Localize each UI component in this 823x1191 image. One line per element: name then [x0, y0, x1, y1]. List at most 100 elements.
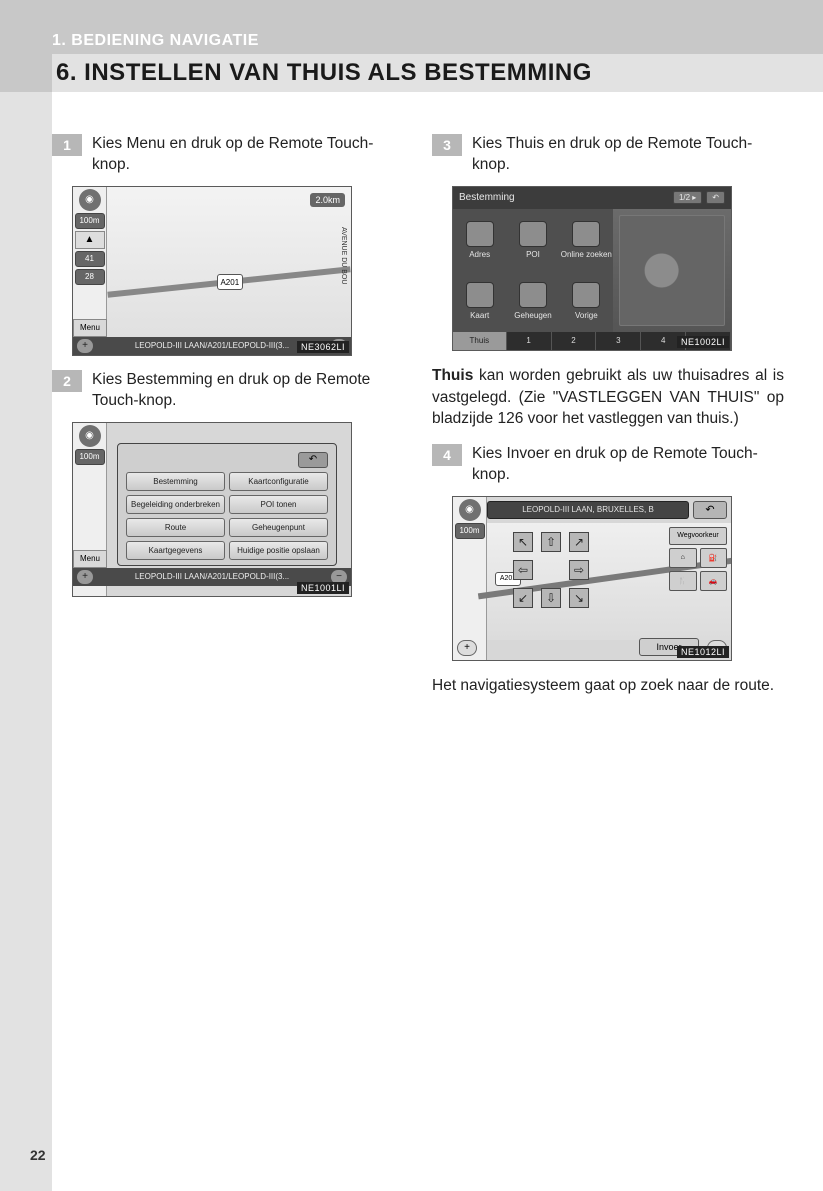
shot1-badge-41: 41	[75, 251, 105, 267]
shot1-distance: 2.0km	[310, 193, 345, 207]
shot1-scale: 100m	[75, 213, 105, 229]
step-4: 4 Kies Invoer en druk op de Remote Touch…	[432, 444, 784, 661]
step-2: 2 Kies Bestemming en druk op de Remote T…	[52, 370, 404, 597]
tile-vorige-label: Vorige	[575, 311, 598, 320]
shot4-right-options: Wegvoorkeur ⌂ ⛽ 🍴 🚗	[669, 527, 727, 591]
btn-kaartgegevens[interactable]: Kaartgegevens	[126, 541, 225, 560]
shot1-road-shield: A201	[217, 274, 243, 290]
shot4-pan-arrows: ↖ ⇧ ↗ ⇦ ⇨ ↙ ⇩ ↘	[513, 532, 589, 608]
tile-kaart-label: Kaart	[470, 311, 489, 320]
pan-sw-icon[interactable]: ↙	[513, 588, 533, 608]
shot3-title: Bestemming	[459, 192, 515, 203]
shot4-scale: 100m	[455, 523, 485, 539]
step-2-number: 2	[52, 370, 82, 392]
pan-w-icon[interactable]: ⇦	[513, 560, 533, 580]
address-icon	[466, 221, 494, 247]
screenshot-2: ◉ 100m Menu ↶ Bestemming Kaartconfigurat…	[72, 422, 352, 597]
step-1: 1 Kies Menu en druk op de Remote Touch-k…	[52, 134, 404, 356]
para1-bold: Thuis	[432, 367, 473, 384]
pan-e-icon[interactable]: ⇨	[569, 560, 589, 580]
tab-preset-1[interactable]: 1	[507, 332, 552, 350]
step-4-number: 4	[432, 444, 462, 466]
tile-poi[interactable]: POI	[506, 209, 559, 271]
right-column: 3 Kies Thuis en druk op de Remote Touch-…	[432, 120, 784, 696]
shot3-code: NE1002LI	[677, 336, 729, 348]
tab-preset-3[interactable]: 3	[596, 332, 641, 350]
shot4-code: NE1012LI	[677, 646, 729, 658]
tile-adres[interactable]: Adres	[453, 209, 506, 271]
online-icon	[572, 221, 600, 247]
zoom-in-icon[interactable]: +	[77, 339, 93, 353]
previous-icon	[572, 282, 600, 308]
step-4-text: Kies Invoer en druk op de Remote Touch-k…	[472, 444, 784, 486]
opt-icon-1[interactable]: ⌂	[669, 548, 697, 568]
back-icon[interactable]: ↶	[706, 191, 725, 204]
btn-bestemming[interactable]: Bestemming	[126, 472, 225, 491]
tab-thuis[interactable]: Thuis	[453, 332, 507, 350]
left-margin-stripe	[0, 92, 52, 1191]
poi-icon	[519, 221, 547, 247]
step-3-number: 3	[432, 134, 462, 156]
paragraph-route-search: Het navigatiesysteem gaat op zoek naar d…	[432, 675, 784, 697]
page-number: 22	[30, 1147, 46, 1163]
opt-icon-3[interactable]: 🍴	[669, 571, 697, 591]
pan-ne-icon[interactable]: ↗	[569, 532, 589, 552]
opt-icon-2[interactable]: ⛽	[700, 548, 728, 568]
step-2-text: Kies Bestemming en druk op de Remote Tou…	[92, 370, 404, 412]
opt-icon-4[interactable]: 🚗	[700, 571, 728, 591]
shot1-menu-button[interactable]: Menu	[73, 319, 107, 337]
step-3-text: Kies Thuis en druk op de Remote Touch-kn…	[472, 134, 784, 176]
btn-poi-tonen[interactable]: POI tonen	[229, 495, 328, 514]
shot3-titlebar: Bestemming 1/2 ▸ ↶	[453, 187, 731, 209]
compass-icon: ◉	[79, 425, 101, 447]
shot1-badge-28: 28	[75, 269, 105, 285]
btn-route[interactable]: Route	[126, 518, 225, 537]
memory-icon	[519, 282, 547, 308]
screenshot-1: ◉ 100m ▲ 41 28 Menu A201 2.0km AVENUE DU…	[72, 186, 352, 356]
pan-nw-icon[interactable]: ↖	[513, 532, 533, 552]
left-column: 1 Kies Menu en druk op de Remote Touch-k…	[52, 120, 404, 696]
tile-kaart[interactable]: Kaart	[453, 270, 506, 332]
shot1-bottom-text: LEOPOLD-III LAAN/A201/LEOPOLD-III(3...	[97, 341, 327, 350]
step-3: 3 Kies Thuis en druk op de Remote Touch-…	[432, 134, 784, 351]
screenshot-3: Bestemming 1/2 ▸ ↶ Adres POI Online zoeke…	[452, 186, 732, 351]
section-label: 1. BEDIENING NAVIGATIE	[52, 32, 259, 50]
tile-online-label: Online zoeken	[561, 250, 612, 259]
btn-wegvoorkeur[interactable]: Wegvoorkeur	[669, 527, 727, 545]
shot2-code: NE1001LI	[297, 582, 349, 594]
btn-huidige-positie[interactable]: Huidige positie opslaan	[229, 541, 328, 560]
zoom-in-icon[interactable]: +	[457, 640, 477, 656]
compass-icon: ◉	[79, 189, 101, 211]
shot2-menu-panel: ↶ Bestemming Kaartconfiguratie Begeleidi…	[117, 443, 337, 566]
tile-adres-label: Adres	[469, 250, 490, 259]
pan-se-icon[interactable]: ↘	[569, 588, 589, 608]
shot3-tile-grid: Adres POI Online zoeken Kaart Geheugen V…	[453, 209, 613, 332]
compass-icon: ◉	[459, 499, 481, 521]
page-title: 6. INSTELLEN VAN THUIS ALS BESTEMMING	[52, 59, 592, 87]
btn-kaartconfiguratie[interactable]: Kaartconfiguratie	[229, 472, 328, 491]
title-bar: 6. INSTELLEN VAN THUIS ALS BESTEMMING	[52, 54, 823, 92]
shot3-region-badge[interactable]: B	[709, 215, 723, 229]
tab-preset-2[interactable]: 2	[552, 332, 597, 350]
shot2-scale: 100m	[75, 449, 105, 465]
shot2-bottom-text: LEOPOLD-III LAAN/A201/LEOPOLD-III(3...	[97, 572, 327, 581]
shot1-map: A201 2.0km AVENUE DU BOU	[107, 187, 351, 355]
step-1-number: 1	[52, 134, 82, 156]
tile-vorige[interactable]: Vorige	[560, 270, 613, 332]
shot2-menu-button[interactable]: Menu	[73, 550, 107, 568]
btn-begeleiding[interactable]: Begeleiding onderbreken	[126, 495, 225, 514]
back-icon[interactable]: ↶	[298, 452, 328, 468]
pan-n-icon[interactable]: ⇧	[541, 532, 561, 552]
paragraph-thuis-note: Thuis kan worden gebruikt als uw thuisad…	[432, 365, 784, 430]
shot4-address-bar: LEOPOLD-III LAAN, BRUXELLES, B	[487, 501, 689, 519]
tile-online[interactable]: Online zoeken	[560, 209, 613, 271]
zoom-in-icon[interactable]: +	[77, 570, 93, 584]
shot3-page-indicator[interactable]: 1/2 ▸	[673, 191, 702, 204]
header-bar: 1. BEDIENING NAVIGATIE 6. INSTELLEN VAN …	[0, 0, 823, 92]
tile-poi-label: POI	[526, 250, 540, 259]
tile-geheugen[interactable]: Geheugen	[506, 270, 559, 332]
btn-geheugenpunt[interactable]: Geheugenpunt	[229, 518, 328, 537]
screenshot-4: ◉ 100m LEOPOLD-III LAAN, BRUXELLES, B ↶ …	[452, 496, 732, 661]
pan-s-icon[interactable]: ⇩	[541, 588, 561, 608]
back-icon[interactable]: ↶	[693, 501, 727, 519]
